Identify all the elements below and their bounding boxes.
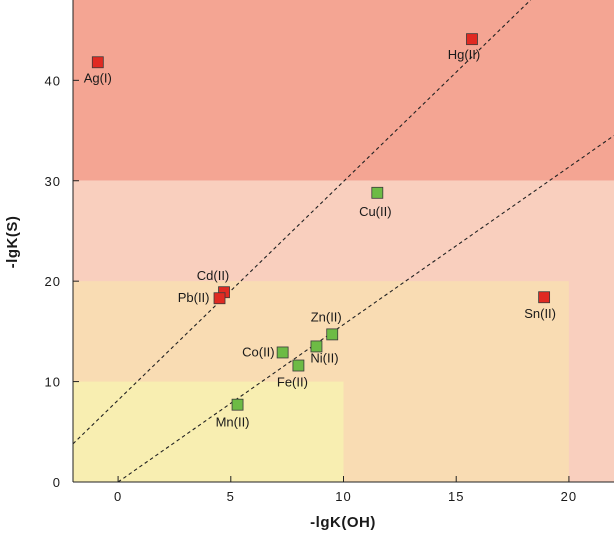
- trend-lines: [72, 0, 614, 483]
- y-tick-label: 10: [45, 375, 61, 390]
- label-znii: Zn(II): [311, 309, 342, 324]
- dashed-line-1: [117, 135, 614, 483]
- y-tick-label: 0: [53, 475, 61, 490]
- label-niii: Ni(II): [310, 350, 338, 365]
- label-feii: Fe(II): [277, 375, 308, 390]
- point-niii: [310, 340, 323, 353]
- point-labels: Ag(I) Hg(II) Cd(II) Pb(II) Sn(II) Cu(II) Zn(II…: [84, 47, 556, 430]
- point-znii: [326, 328, 339, 341]
- point-agi: [91, 56, 104, 69]
- background-regions: [73, 0, 614, 482]
- region-3: [73, 381, 344, 482]
- y-tick-label: 40: [45, 73, 61, 88]
- point-snii: [538, 291, 551, 304]
- x-tick-label: 15: [448, 489, 464, 504]
- dashed-line-0: [72, 0, 531, 445]
- label-cdii: Cd(II): [197, 268, 230, 283]
- x-tick-label: 5: [227, 489, 235, 504]
- x-tick-label: 10: [335, 489, 351, 504]
- point-hgii: [466, 33, 478, 46]
- point-coii: [276, 346, 289, 359]
- y-tick-label: 30: [45, 174, 61, 189]
- label-hgii: Hg(II): [448, 47, 481, 62]
- x-tick-label: 20: [561, 489, 577, 504]
- point-mnii: [231, 398, 244, 411]
- label-agi: Ag(I): [84, 70, 112, 85]
- label-cuii: Cu(II): [359, 204, 392, 219]
- point-feii: [292, 359, 305, 372]
- data-points: [91, 33, 551, 411]
- region-0: [73, 0, 614, 181]
- axes: 0 5 10 15 20 0 10 20 30 40: [45, 0, 614, 504]
- label-pbii: Pb(II): [178, 290, 210, 305]
- label-coii: Co(II): [242, 344, 275, 359]
- label-mnii: Mn(II): [216, 415, 250, 430]
- x-tick-label: 0: [114, 489, 122, 504]
- label-snii: Sn(II): [524, 306, 556, 321]
- y-tick-label: 20: [45, 274, 61, 289]
- point-cuii: [371, 186, 384, 199]
- x-axis-title: -lgK(OH): [310, 514, 376, 531]
- y-axis-title: -lgK(S): [4, 216, 21, 269]
- point-pbii: [213, 292, 226, 305]
